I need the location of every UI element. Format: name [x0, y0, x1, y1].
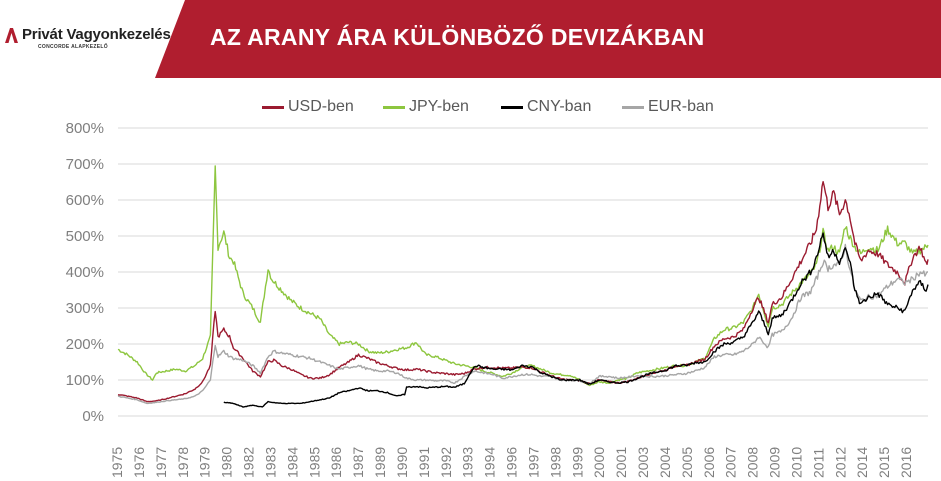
- y-tick-label: 500%: [66, 228, 104, 245]
- x-tick-label: 2007: [723, 447, 739, 478]
- x-tick-label: 1979: [197, 447, 213, 478]
- chart-series: [117, 165, 929, 408]
- legend-label-usd: USD-ben: [288, 98, 354, 115]
- x-tick-label: 1986: [328, 447, 344, 478]
- x-tick-label: 2010: [788, 447, 804, 478]
- x-tick-label: 1996: [504, 447, 520, 478]
- x-tick-label: 1997: [525, 447, 541, 478]
- x-tick-label: 2003: [635, 447, 651, 478]
- x-tick-label: 1991: [416, 447, 432, 478]
- legend-label-jpy: JPY-ben: [409, 98, 469, 115]
- y-axis: 0% 100% 200% 300% 400% 500% 600% 700% 800%: [66, 120, 104, 425]
- x-tick-label: 2005: [679, 447, 695, 478]
- x-tick-label: 1976: [131, 447, 147, 478]
- x-tick-label: 1985: [306, 447, 322, 478]
- y-tick-label: 200%: [66, 336, 104, 353]
- legend-swatch-usd: [262, 105, 284, 109]
- x-tick-label: 2011: [810, 448, 826, 478]
- y-tick-label: 800%: [66, 120, 104, 137]
- x-tick-label: 1984: [284, 447, 300, 478]
- x-tick-label: 1999: [569, 447, 585, 478]
- brand-logo: Privát Vagyonkezelés CONCORDE ALAPKEZELŐ: [4, 26, 179, 50]
- legend-swatch-cny: [501, 105, 523, 109]
- y-tick-label: 700%: [66, 156, 104, 173]
- x-tick-label: 2004: [657, 447, 673, 478]
- x-tick-label: 1994: [482, 447, 498, 478]
- x-axis: 1975 1976 1977 1978 1979 1980 1982 1983 1984 1985…: [109, 447, 914, 478]
- x-tick-label: 1977: [153, 447, 169, 478]
- logo-mark-icon: [5, 28, 18, 43]
- x-tick-label: 1982: [241, 447, 257, 478]
- page-title: AZ ARANY ÁRA KÜLÖNBÖZŐ DEVIZÁKBAN: [210, 24, 705, 50]
- chart-legend: USD-ben JPY-ben CNY-ban EUR-ban: [0, 96, 941, 118]
- series-line-eur-ban: [117, 243, 929, 405]
- series-line-cny-ban: [223, 232, 929, 408]
- y-tick-label: 0%: [82, 408, 104, 425]
- legend-item-jpy: JPY-ben: [383, 96, 469, 118]
- x-tick-label: 1992: [438, 447, 454, 478]
- x-tick-label: 1980: [219, 447, 235, 478]
- series-line-usd-ben: [117, 181, 929, 403]
- legend-label-cny: CNY-ban: [527, 98, 592, 115]
- y-tick-label: 100%: [66, 372, 104, 389]
- logo-subtext: CONCORDE ALAPKEZELŐ: [38, 44, 108, 50]
- y-tick-label: 400%: [66, 264, 104, 281]
- x-tick-label: 2009: [767, 447, 783, 478]
- chart-grid: [118, 127, 928, 417]
- legend-swatch-eur: [622, 105, 644, 109]
- legend-label-eur: EUR-ban: [648, 98, 714, 115]
- x-tick-label: 1989: [372, 447, 388, 478]
- x-tick-label: 1993: [460, 447, 476, 478]
- x-tick-label: 1983: [262, 447, 278, 478]
- legend-item-cny: CNY-ban: [501, 96, 591, 118]
- x-tick-label: 2015: [876, 447, 892, 478]
- banner-red-band: [155, 0, 941, 78]
- x-tick-label: 1998: [547, 447, 563, 478]
- x-tick-label: 1975: [109, 447, 125, 478]
- x-tick-label: 1987: [350, 447, 366, 478]
- x-tick-label: 2001: [613, 447, 629, 478]
- x-tick-label: 2008: [745, 447, 761, 478]
- x-tick-label: 2000: [591, 447, 607, 478]
- x-tick-label: 1978: [175, 447, 191, 478]
- y-tick-label: 600%: [66, 192, 104, 209]
- legend-swatch-jpy: [383, 105, 405, 109]
- y-tick-label: 300%: [66, 300, 104, 317]
- x-tick-label: 1990: [394, 447, 410, 478]
- legend-item-eur: EUR-ban: [622, 96, 714, 118]
- x-tick-label: 2014: [854, 447, 870, 478]
- x-tick-label: 2016: [898, 447, 914, 478]
- title-banner: [155, 0, 941, 78]
- x-tick-label: 2006: [701, 447, 717, 478]
- logo-text: Privát Vagyonkezelés: [22, 26, 171, 43]
- legend-item-usd: USD-ben: [262, 96, 354, 118]
- x-tick-label: 2012: [832, 447, 848, 478]
